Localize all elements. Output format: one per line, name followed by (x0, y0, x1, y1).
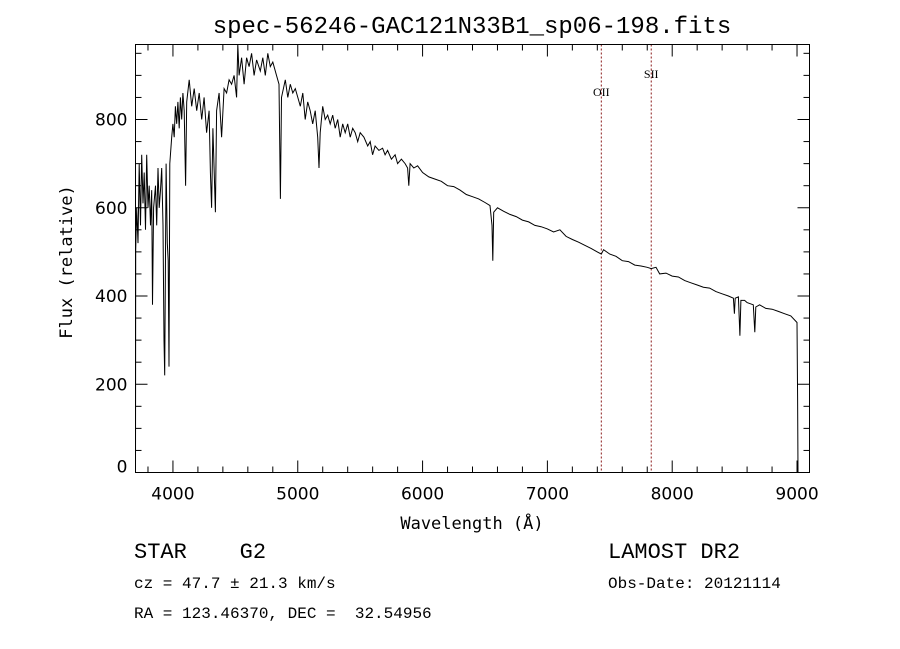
x-tick-label: 6000 (401, 485, 444, 505)
plot-frame (135, 44, 810, 473)
x-tick-label: 4000 (151, 485, 194, 505)
object-type: STAR G2 (134, 540, 266, 565)
survey-label: LAMOST DR2 (608, 540, 741, 565)
subclass-label: G2 (239, 540, 267, 565)
y-tick-label: 600 (95, 199, 127, 219)
y-tick-label: 200 (95, 375, 127, 395)
axis-ticks: 4000 5000 6000 7000 8000 9000 0 200 400 600 800 (95, 44, 819, 505)
marker-label-oii: OII (593, 85, 610, 99)
coordinates-label: RA = 123.46370, DEC = 32.54956 (134, 605, 432, 623)
y-tick-label: 800 (95, 111, 127, 131)
marker-label-sii: SII (644, 67, 659, 81)
chart-title: spec-56246-GAC121N33B1_sp06-198.fits (213, 14, 731, 41)
x-tick-label: 7000 (526, 485, 569, 505)
obs-date-label: Obs-Date: 20121114 (608, 575, 781, 593)
x-tick-label: 9000 (775, 485, 818, 505)
object-type-label: STAR (134, 540, 187, 565)
y-tick-label: 0 (117, 458, 128, 478)
x-axis-label: Wavelength (Å) (400, 512, 543, 534)
spectrum-line (135, 44, 799, 473)
x-tick-label: 8000 (651, 485, 694, 505)
x-tick-label: 5000 (276, 485, 319, 505)
y-tick-label: 400 (95, 287, 127, 307)
y-axis-label: Flux (relative) (57, 185, 77, 339)
redshift-label: cz = 47.7 ± 21.3 km/s (134, 575, 336, 593)
line-markers: OII SII (593, 44, 659, 473)
